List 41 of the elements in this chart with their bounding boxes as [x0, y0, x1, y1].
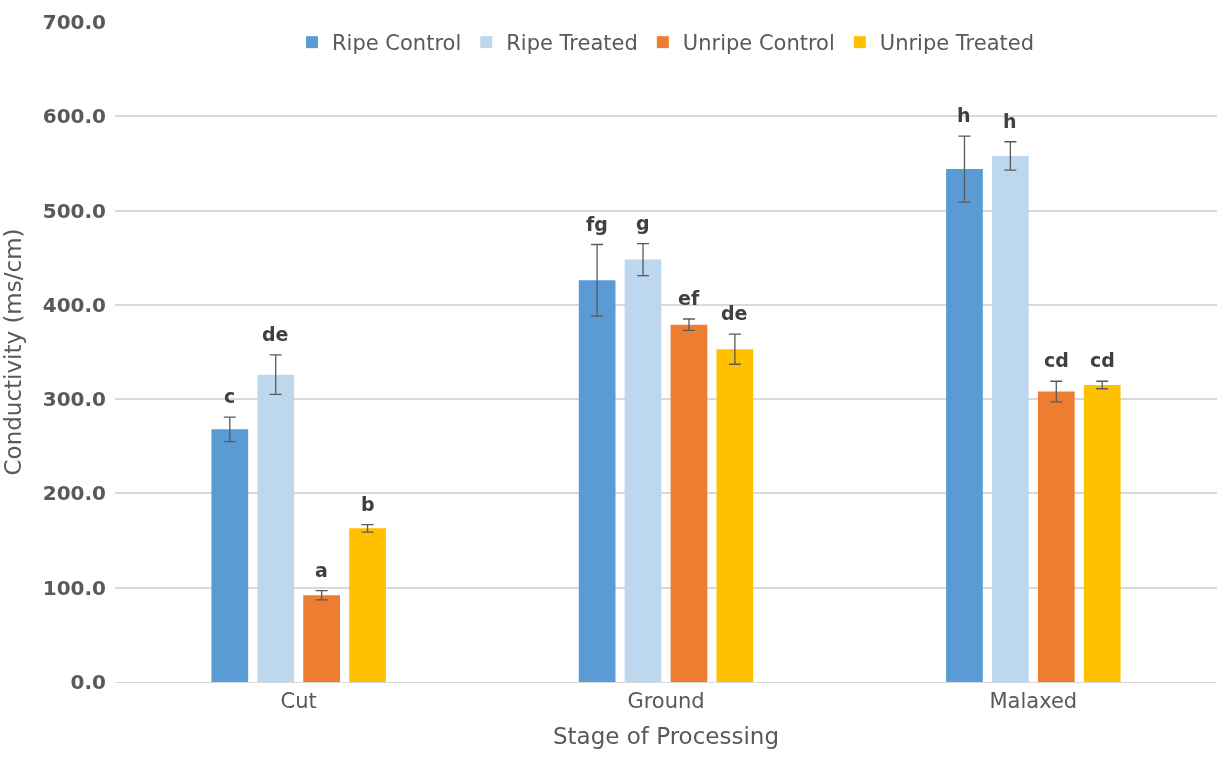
- bar: [349, 528, 386, 682]
- y-tick-label: 500.0: [42, 198, 106, 223]
- data-label: g: [636, 212, 650, 234]
- data-label: b: [361, 493, 375, 515]
- x-tick-label: Ground: [627, 689, 705, 714]
- bar: [578, 280, 616, 682]
- bar: [946, 169, 983, 682]
- y-tick-label: 300.0: [42, 387, 106, 412]
- y-tick-label: 0.0: [70, 670, 106, 694]
- y-tick-label: 200.0: [42, 481, 106, 506]
- data-label: c: [224, 385, 236, 407]
- bar: [1037, 391, 1075, 682]
- data-label: ef: [678, 287, 700, 309]
- x-tick-label: Cut: [280, 689, 317, 714]
- bar: [257, 374, 295, 682]
- legend-label: Unripe Control: [682, 31, 835, 56]
- bar: [992, 155, 1029, 682]
- data-label: cd: [1090, 349, 1115, 371]
- data-label: a: [315, 559, 328, 581]
- data-label: h: [1003, 110, 1017, 132]
- bar: [303, 595, 340, 682]
- y-axis-title: Conductivity (ms/cm): [0, 228, 26, 476]
- bar: [1083, 385, 1121, 682]
- y-tick-label: 100.0: [42, 575, 106, 600]
- legend-label: Unripe Treated: [879, 31, 1035, 56]
- bar: [670, 324, 708, 682]
- x-axis-title: Stage of Processing: [552, 722, 780, 749]
- legend-label: Ripe Treated: [506, 31, 638, 56]
- y-tick-label: 700.0: [42, 10, 106, 34]
- data-label: h: [957, 104, 971, 126]
- data-label: de: [721, 302, 748, 324]
- data-label: fg: [586, 213, 608, 235]
- bar: [624, 259, 662, 682]
- data-label: de: [262, 323, 289, 345]
- legend-label: Ripe Control: [332, 31, 462, 56]
- bar: [716, 349, 754, 682]
- x-tick-label: Malaxed: [989, 689, 1078, 714]
- bar: [211, 429, 249, 682]
- y-tick-label: 400.0: [42, 292, 106, 317]
- y-tick-label: 600.0: [42, 104, 106, 129]
- data-label: cd: [1044, 349, 1069, 371]
